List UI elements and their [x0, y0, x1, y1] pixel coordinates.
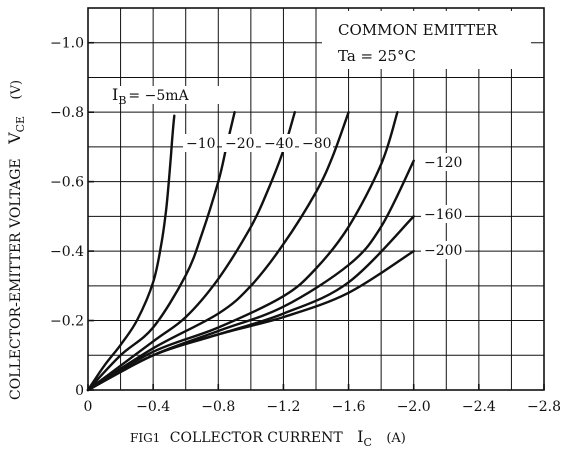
- curve-label-4: −80: [302, 136, 332, 152]
- curve-label-6: −160: [424, 207, 462, 223]
- y-tick-label: −0.8: [50, 105, 84, 121]
- y-axis-symbol: V: [5, 132, 24, 145]
- x-tick-label: −2.8: [527, 399, 561, 415]
- series-line-3: [86, 111, 350, 392]
- figure-label: FIG1: [130, 431, 160, 445]
- x-axis-symbol: I: [357, 427, 363, 446]
- x-ticks: 0 −0.4 −0.8 −1.2 −1.6 −2.0 −2.4 −2.8: [84, 384, 561, 415]
- curve-label-bg: [421, 241, 465, 259]
- y-tick-label: −1.0: [50, 36, 84, 52]
- x-axis-unit: (A): [386, 431, 406, 446]
- curve-label-0: IB = −5mA: [112, 85, 190, 107]
- y-axis-unit: (V): [9, 80, 24, 100]
- y-ticks: 0 −0.2 −0.4 −0.6 −0.8 −1.0: [50, 36, 94, 399]
- curve-label-bg: [299, 134, 333, 152]
- x-tick-label: 0: [84, 399, 93, 415]
- legend-title: COMMON EMITTER: [338, 21, 498, 39]
- curve-label-bg: [421, 153, 465, 171]
- x-tick-label: −0.8: [201, 399, 235, 415]
- x-axis-title: FIG1 COLLECTOR CURRENT IC (A): [130, 427, 406, 450]
- y-tick-label: −0.2: [50, 314, 84, 330]
- x-axis-label: COLLECTOR CURRENT: [170, 430, 344, 446]
- x-tick-label: −2.0: [397, 399, 431, 415]
- x-tick-label: −0.4: [136, 399, 170, 415]
- y-axis-title: COLLECTOR-EMITTER VOLTAGE VCE (V): [5, 80, 28, 400]
- x-tick-label: −2.4: [462, 399, 496, 415]
- curve-label-2: −20: [225, 136, 255, 152]
- series-line-7: [86, 249, 415, 392]
- x-tick-label: −1.2: [266, 399, 300, 415]
- x-axis-sub: C: [363, 436, 371, 449]
- curve-label-bg: [222, 134, 256, 152]
- curve-label-7: −200: [424, 243, 462, 259]
- curve-label-5: −120: [424, 155, 462, 171]
- series-line-4: [86, 111, 399, 392]
- legend-box-bg: [322, 11, 531, 69]
- legend-condition: Ta = 25°C: [338, 47, 416, 65]
- y-tick-label: −0.4: [50, 244, 84, 260]
- curve-label-1: −10: [186, 136, 216, 152]
- y-tick-label: 0: [75, 383, 84, 399]
- curve-label-bg: [421, 205, 465, 223]
- y-axis-label: COLLECTOR-EMITTER VOLTAGE: [8, 158, 24, 400]
- curve-label-3: −40: [264, 136, 294, 152]
- series-line-0: [86, 114, 176, 392]
- series-line-2: [86, 111, 296, 392]
- curve-label-bg: [109, 86, 219, 104]
- plot-frame: [87, 7, 545, 391]
- y-axis-sub: CE: [14, 116, 27, 132]
- x-tick-label: −1.6: [332, 399, 366, 415]
- y-tick-label: −0.6: [50, 175, 84, 191]
- curve-label-bg: [261, 134, 295, 152]
- curve-labels: IB = −5mA −10 −20 −40 −80 −120 −160 −200: [109, 85, 465, 259]
- curve-label-bg: [183, 134, 217, 152]
